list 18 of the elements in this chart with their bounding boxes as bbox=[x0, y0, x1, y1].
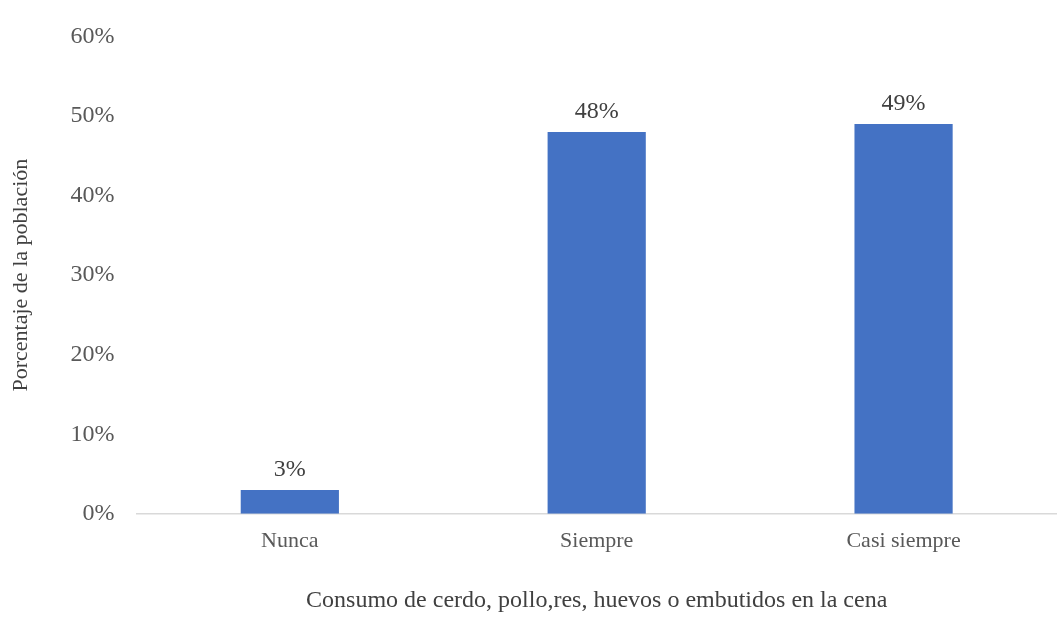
x-tick-label: Nunca bbox=[261, 526, 319, 552]
y-tick-label: 50% bbox=[70, 101, 115, 128]
y-tick-label: 60% bbox=[70, 21, 115, 48]
data-label: 3% bbox=[273, 455, 306, 482]
y-tick-label: 10% bbox=[70, 419, 115, 446]
bar bbox=[240, 489, 339, 514]
x-tick-label: Casi siempre bbox=[846, 526, 961, 552]
bar bbox=[547, 131, 646, 514]
x-tick-label: Siempre bbox=[560, 526, 634, 552]
data-label: 49% bbox=[881, 89, 926, 116]
y-axis-title: Porcentaje de la población bbox=[6, 158, 32, 392]
y-tick-label: 40% bbox=[70, 180, 115, 207]
x-axis-title: Consumo de cerdo, pollo,res, huevos o embutidos en la cena bbox=[306, 585, 888, 612]
data-label: 48% bbox=[574, 97, 619, 124]
y-tick-label: 20% bbox=[70, 339, 115, 366]
y-tick-label: 0% bbox=[82, 499, 115, 526]
y-tick-label: 30% bbox=[70, 260, 115, 287]
bar bbox=[854, 123, 953, 514]
